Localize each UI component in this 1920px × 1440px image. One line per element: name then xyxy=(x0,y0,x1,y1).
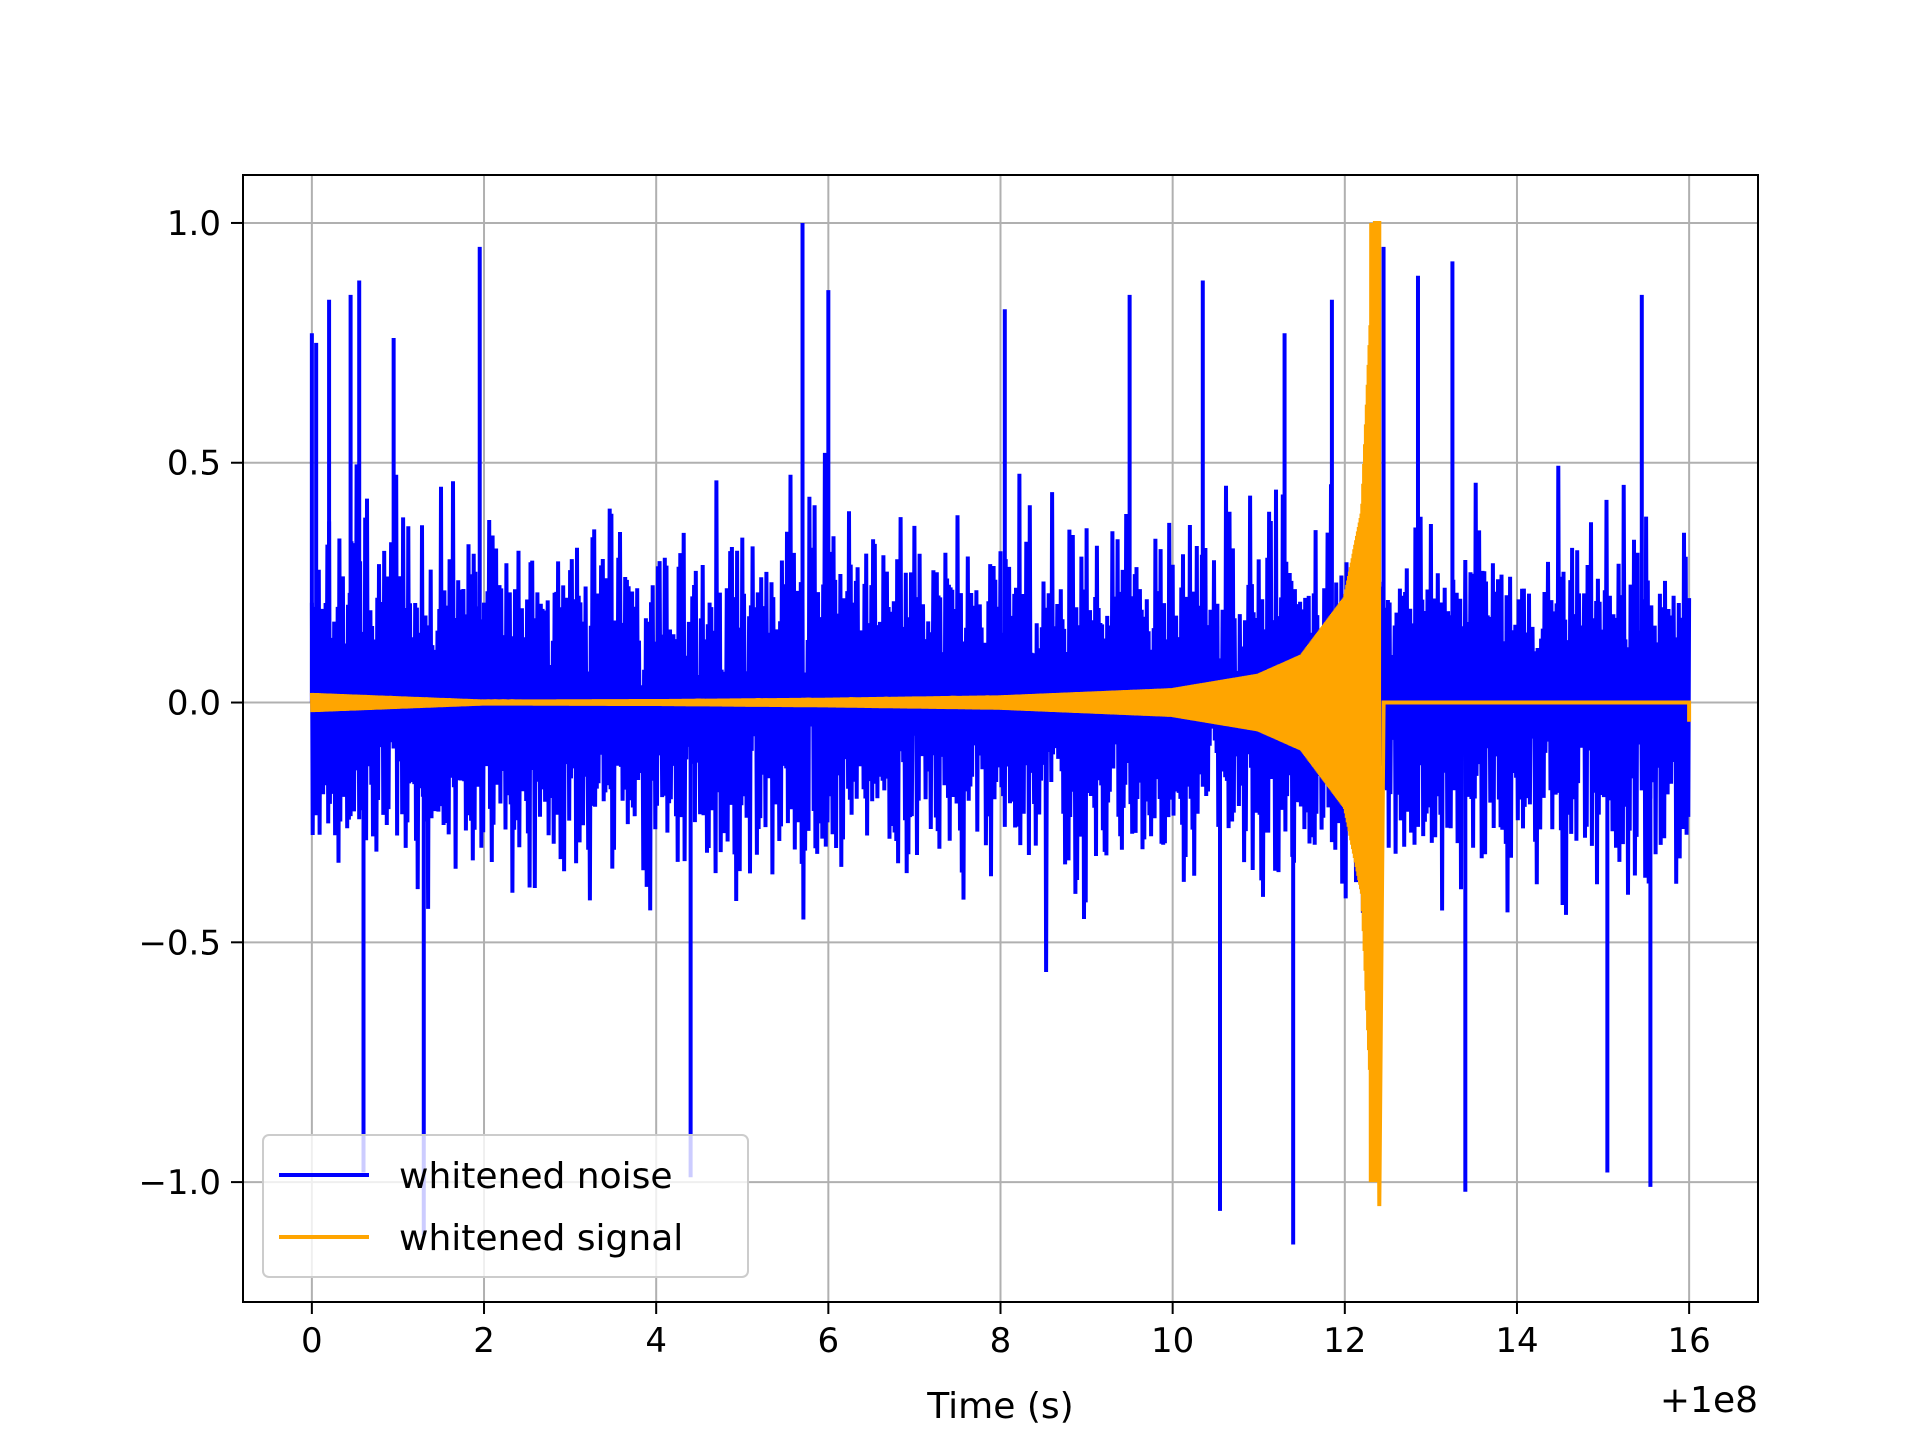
y-tick-label: 1.0 xyxy=(167,204,221,244)
legend-label-whitened-signal: whitened signal xyxy=(399,1218,683,1259)
legend-label-whitened-noise: whitened noise xyxy=(399,1156,673,1197)
legend: whitened noise whitened signal xyxy=(262,1134,749,1278)
x-tick-label: 16 xyxy=(1668,1321,1711,1361)
x-tick-label: 12 xyxy=(1323,1321,1366,1361)
series-whitened-noise-line xyxy=(309,452,1692,973)
y-tick-label: −0.5 xyxy=(138,923,221,963)
x-tick-label: 0 xyxy=(301,1321,323,1361)
x-tick-label: 8 xyxy=(990,1321,1012,1361)
y-tick-label: −1.0 xyxy=(138,1163,221,1203)
x-axis-label: Time (s) xyxy=(926,1386,1073,1427)
legend-box xyxy=(262,1134,749,1278)
x-tick-label: 10 xyxy=(1151,1321,1194,1361)
x-axis: 0 2 4 6 8 10 12 14 16 xyxy=(301,1302,1711,1361)
x-tick-label: 14 xyxy=(1495,1321,1538,1361)
y-tick-label: 0.5 xyxy=(167,444,221,484)
x-tick-label: 2 xyxy=(473,1321,495,1361)
x-tick-label: 4 xyxy=(645,1321,667,1361)
x-axis-offset-label: +1e8 xyxy=(1660,1380,1758,1421)
series-whitened-signal-line xyxy=(309,221,1692,1207)
y-axis: 1.0 0.5 0.0 −0.5 −1.0 xyxy=(138,204,243,1203)
y-tick-label: 0.0 xyxy=(167,684,221,724)
x-tick-label: 6 xyxy=(818,1321,840,1361)
